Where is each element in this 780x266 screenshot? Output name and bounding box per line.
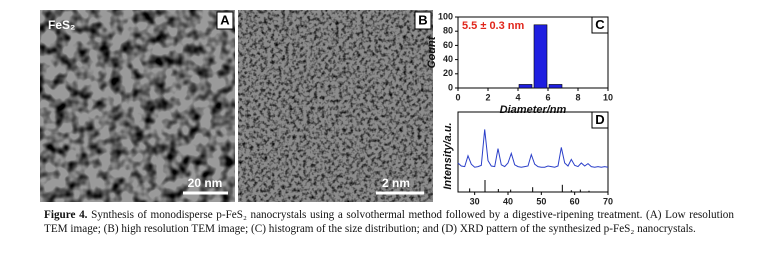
- x-tick-label: 2: [485, 92, 490, 102]
- y-tick-label: 0: [448, 82, 453, 92]
- histogram-bar: [518, 84, 533, 89]
- x-tick-label: 4: [515, 92, 520, 102]
- panel-a: FeS₂ A 20 nm: [40, 10, 235, 202]
- x-tick-label: 0: [455, 92, 460, 102]
- panel-label-box: [414, 11, 432, 30]
- plot-frame: [457, 111, 609, 193]
- panel-label: D: [595, 112, 604, 127]
- panel-label: C: [595, 17, 605, 32]
- panel-label-box: [591, 111, 609, 129]
- x-tick-label: 30: [470, 196, 480, 206]
- plot-frame: [457, 16, 609, 89]
- y-tick-label: 60: [443, 40, 453, 50]
- scale-bar-label: 2 nm: [382, 176, 410, 190]
- caption-text: Synthesis of monodisperse p-FeS₂ nanocry…: [44, 209, 734, 235]
- scale-bar-label: 20 nm: [188, 176, 223, 190]
- panel-b: B 2 nm: [238, 10, 433, 202]
- tem-image-texture: [40, 10, 235, 202]
- x-tick-label: 8: [575, 92, 580, 102]
- panel-label-box: [591, 16, 609, 34]
- histogram-bar: [548, 84, 563, 89]
- histogram-bar: [533, 24, 548, 89]
- y-tick-label: 100: [438, 11, 453, 21]
- xrd-pattern: [457, 129, 609, 168]
- material-label: FeS₂: [48, 18, 75, 32]
- size-annotation: 5.5 ± 0.3 nm: [462, 20, 525, 32]
- x-tick-label: 60: [570, 196, 580, 206]
- caption-label: Figure 4.: [44, 209, 88, 221]
- x-tick-label: 40: [503, 196, 513, 206]
- y-axis-label: Intensity/a.u.: [442, 122, 454, 189]
- x-tick-label: 70: [603, 196, 613, 206]
- panel-label-box: [216, 11, 234, 30]
- figure: FeS₂ A 20 nm B 2 nm C0 2 4 6 8 10020406080100…: [40, 10, 613, 220]
- x-tick-label: 50: [536, 196, 546, 206]
- y-tick-label: 20: [443, 68, 453, 78]
- hrtem-image-texture: [238, 10, 433, 202]
- figure-caption: Figure 4. Synthesis of monodisperse p-Fe…: [44, 209, 734, 236]
- x-tick-label: 6: [545, 92, 550, 102]
- panel-label: A: [220, 12, 230, 27]
- y-tick-label: 80: [443, 26, 453, 36]
- y-tick-label: 40: [443, 54, 453, 64]
- y-axis-label: Count: [426, 35, 438, 68]
- x-tick-label: 10: [603, 92, 613, 102]
- x-axis-label: Diameter/nm: [500, 104, 567, 116]
- panel-label: B: [418, 12, 427, 27]
